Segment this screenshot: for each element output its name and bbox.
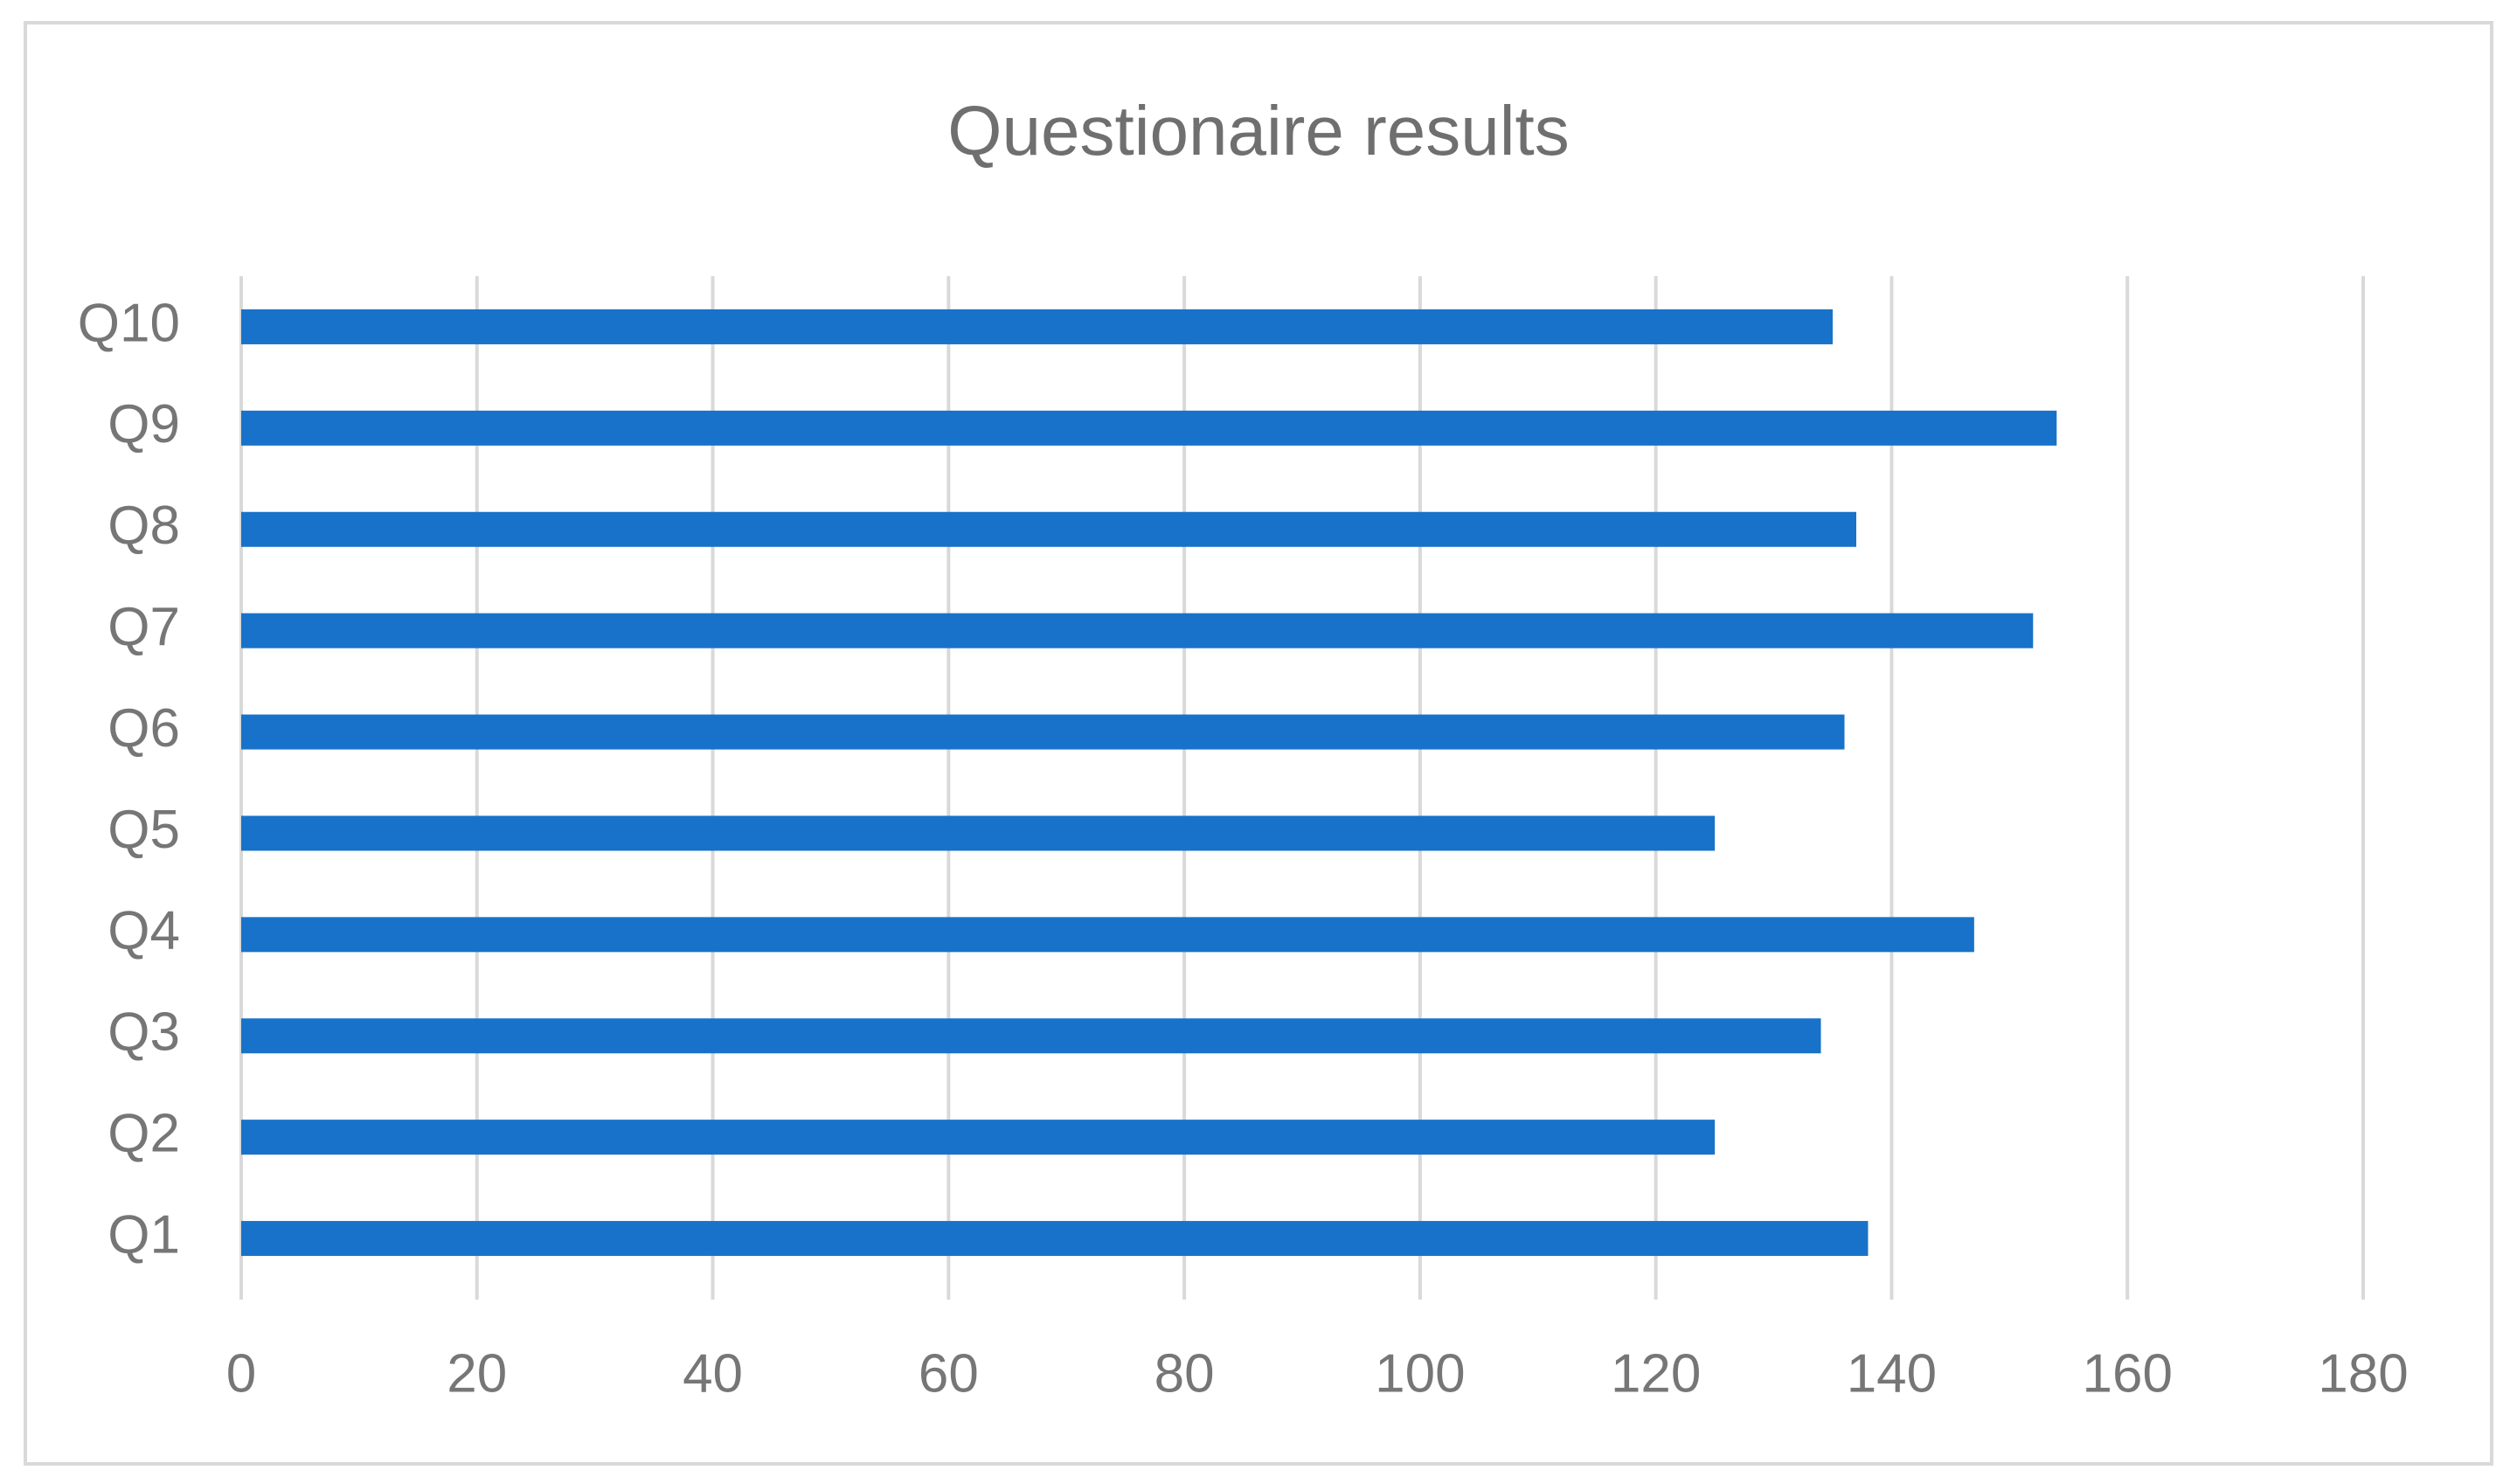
bar (241, 714, 1845, 750)
bar (241, 410, 2057, 446)
bar (241, 511, 1856, 547)
x-tick-label: 100 (1375, 1343, 1465, 1404)
x-tick-label: 60 (919, 1343, 979, 1404)
y-tick-label: Q6 (107, 698, 180, 759)
x-tick-label: 20 (447, 1343, 507, 1404)
x-tick-label: 180 (2318, 1343, 2408, 1404)
x-tick-label: 40 (683, 1343, 743, 1404)
bar (241, 1120, 1716, 1155)
bar (241, 613, 2034, 648)
bar (241, 815, 1716, 851)
chart-title: Questionaire results (947, 92, 1569, 170)
y-tick-label: Q2 (107, 1104, 180, 1164)
x-tick-label: 140 (1847, 1343, 1937, 1404)
y-tick-label: Q5 (107, 800, 180, 860)
bar (241, 917, 1974, 953)
bar (241, 309, 1833, 344)
x-tick-label: 0 (226, 1343, 256, 1404)
bar (241, 1018, 1821, 1054)
y-tick-label: Q9 (107, 394, 180, 454)
bar (241, 1221, 1869, 1257)
x-tick-label: 120 (1611, 1343, 1701, 1404)
x-tick-label: 160 (2082, 1343, 2172, 1404)
y-tick-label: Q10 (78, 293, 180, 353)
y-tick-label: Q8 (107, 496, 180, 556)
y-tick-label: Q7 (107, 597, 180, 657)
y-tick-label: Q1 (107, 1204, 180, 1265)
y-tick-label: Q4 (107, 901, 180, 961)
x-tick-label: 80 (1154, 1343, 1215, 1404)
y-tick-label: Q3 (107, 1002, 180, 1063)
